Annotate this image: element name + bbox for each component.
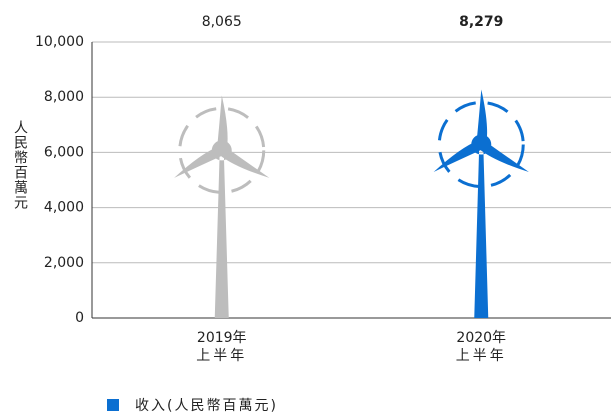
y-tick-label: 2,000: [44, 255, 84, 271]
y-tick-label: 10,000: [35, 34, 84, 50]
value-label: 8,065: [202, 14, 242, 30]
turbine-bar: [434, 90, 529, 319]
x-tick-label: 2019年: [197, 330, 247, 346]
value-label: 8,279: [459, 14, 503, 30]
x-tick-label: 上半年: [196, 348, 247, 364]
y-tick-label: 8,000: [44, 89, 84, 105]
y-tick-label: 0: [75, 310, 84, 326]
legend-label: 收入(人民幣百萬元): [135, 398, 278, 414]
turbine-bar: [174, 95, 269, 318]
legend-swatch: [107, 399, 119, 411]
y-tick-label: 6,000: [44, 144, 84, 160]
y-tick-label: 4,000: [44, 200, 84, 216]
x-tick-label: 上半年: [456, 348, 507, 364]
x-tick-label: 2020年: [456, 330, 506, 346]
chart: 人民幣百萬元 0 2,000 4,000 6,000 8,000 10,000 2019年上…: [0, 0, 611, 418]
page: {"chart_data": {"type": "bar", "y_label"…: [0, 0, 611, 418]
y-axis-label: 人民幣百萬元: [12, 120, 28, 210]
